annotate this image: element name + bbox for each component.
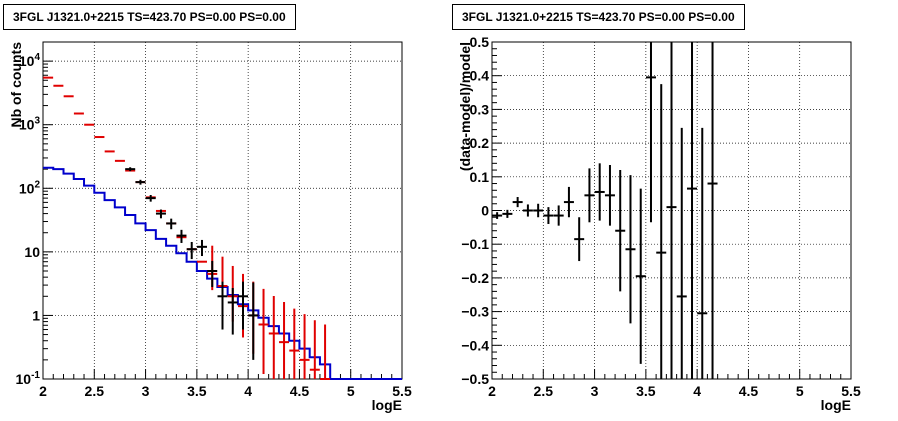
x-tick-label: 4.5 (739, 383, 759, 399)
y-tick-label: 0.1 (470, 169, 490, 185)
x-axis-label: logE (821, 397, 851, 413)
y-tick-label: 104 (19, 52, 41, 69)
y-tick-label: −0.4 (461, 337, 489, 353)
spectrum-panel: 2 2.5 3 3.5 4 4.5 5 5.5 10-1 1 10 102 103 104 logE Nb o… (3, 4, 412, 413)
y-tick-label: 0.3 (470, 101, 490, 117)
x-tick-label: 2 (39, 383, 47, 399)
y-tick-label: −0.1 (461, 236, 489, 252)
x-tick-label: 2 (488, 383, 496, 399)
x-tick-label: 3 (591, 383, 599, 399)
x-tick-label: 4 (244, 383, 252, 399)
spectrum-chart: 2 2.5 3 3.5 4 4.5 5 5.5 10-1 1 10 102 103 104 logE Nb o… (8, 41, 412, 413)
y-tick-label: −0.5 (461, 371, 489, 387)
x-tick-label: 2.5 (85, 383, 105, 399)
residual-chart: 2 2.5 3 3.5 4 4.5 5 5.5 −0.5 −0.4 −0.3 −0.2 −0.1 0 0.1… (457, 34, 861, 413)
spectrum-title: 3FGL J1321.0+2215 TS=423.70 PS=0.00 PS=0… (3, 4, 296, 30)
y-tick-label: 0.2 (470, 135, 490, 151)
y-tick-label: −0.2 (461, 270, 489, 286)
plot-frame (42, 41, 403, 380)
y-tick-label: 0.4 (470, 68, 490, 84)
y-tick-label: −0.3 (461, 304, 489, 320)
x-tick-label: 5.5 (392, 383, 412, 399)
x-tick-label: 5 (347, 383, 355, 399)
residual-title: 3FGL J1321.0+2215 TS=423.70 PS=0.00 PS=0… (452, 4, 745, 30)
y-tick-label: 1 (32, 307, 40, 323)
x-tick-label: 5 (796, 383, 804, 399)
x-tick-label: 4.5 (290, 383, 310, 399)
x-tick-label: 3 (142, 383, 150, 399)
y-axis-label: Nb of counts (8, 42, 24, 128)
x-tick-label: 3.5 (636, 383, 656, 399)
x-axis-label: logE (372, 397, 402, 413)
y-tick-label: 0.5 (470, 34, 490, 50)
y-tick-label: 10 (24, 244, 40, 260)
x-tick-label: 5.5 (841, 383, 861, 399)
y-tick-label: 102 (19, 179, 41, 196)
y-tick-label: 10-1 (16, 370, 41, 387)
x-tick-label: 4 (693, 383, 701, 399)
y-tick-label: 103 (19, 116, 41, 133)
y-axis-label: (data-model)/model (457, 42, 473, 171)
residual-panel: 2 2.5 3 3.5 4 4.5 5 5.5 −0.5 −0.4 −0.3 −0.2 −0.1 0 0.1… (449, 0, 898, 421)
x-tick-label: 2.5 (534, 383, 554, 399)
x-tick-label: 3.5 (187, 383, 207, 399)
y-tick-label: 0 (481, 203, 489, 219)
